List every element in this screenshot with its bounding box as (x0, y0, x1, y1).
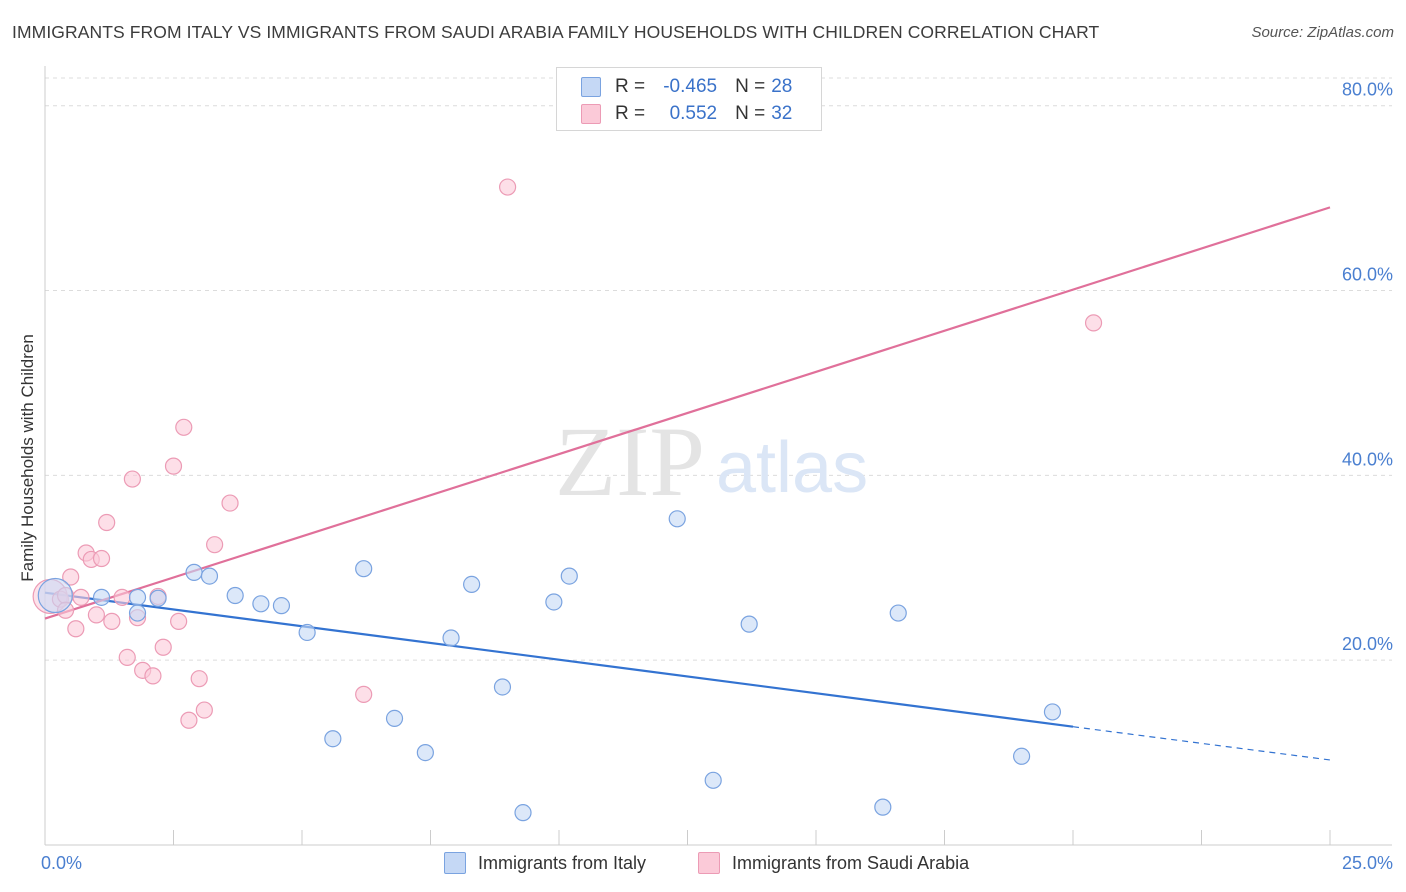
italy-point (200, 567, 219, 585)
source-label: Source: ZipAtlas.com (1251, 24, 1394, 41)
legend-item-saudi: Immigrants from Saudi Arabia (698, 852, 969, 874)
italy-point (514, 804, 532, 822)
italy-trend-extension (1072, 726, 1331, 761)
italy-point (149, 589, 167, 607)
n-label: N = (735, 76, 766, 97)
saudi-point (123, 470, 141, 488)
axes (44, 66, 1392, 846)
n-value: 32 (771, 103, 793, 124)
italy-point (185, 563, 203, 581)
legend-row-saudi: R = 0.552 N = 32 (581, 101, 792, 127)
chart-title: IMMIGRANTS FROM ITALY VS IMMIGRANTS FROM… (12, 22, 1100, 42)
x-tick-label-max: 25.0% (1342, 853, 1393, 873)
italy-point (37, 577, 73, 614)
x-tick-label-min: 0.0% (41, 853, 82, 873)
saudi-point (92, 549, 111, 568)
saudi-point (175, 418, 193, 436)
saudi-point (355, 685, 373, 703)
saudi-point (1084, 314, 1103, 332)
italy-point (324, 730, 342, 748)
legend-row-italy: R = -0.465 N = 28 (581, 74, 792, 100)
italy-swatch (581, 77, 601, 97)
italy-point (252, 595, 270, 613)
watermark: ZIP atlas (555, 406, 868, 517)
y-tick-label: 20.0% (1342, 634, 1393, 654)
saudi-point (87, 606, 106, 624)
italy-legend-swatch (444, 852, 466, 874)
italy-point (1012, 747, 1031, 765)
italy-point (545, 593, 563, 611)
saudi-point (67, 620, 85, 638)
axis-labels: 20.0% 40.0% 60.0% 80.0% 0.0% 25.0% Family Hous… (18, 80, 1393, 873)
watermark-atlas: atlas (716, 428, 868, 508)
italy-point (463, 575, 481, 594)
italy-point (226, 586, 244, 605)
italy-point (355, 560, 373, 578)
saudi-point (62, 568, 80, 586)
legend-item-italy: Immigrants from Italy (444, 852, 646, 874)
r-value: 0.552 (669, 103, 718, 124)
saudi-point (103, 612, 121, 630)
r-label: R = (615, 76, 646, 97)
y-tick-label: 60.0% (1342, 265, 1393, 285)
italy-point (385, 709, 404, 727)
y-tick-label: 80.0% (1342, 80, 1393, 100)
italy-point (493, 678, 512, 696)
saudi-point (221, 494, 239, 512)
saudi-trend-line (44, 206, 1331, 620)
saudi-legend-swatch (698, 852, 720, 874)
n-label: N = (735, 103, 766, 124)
saudi-point (170, 612, 188, 630)
y-tick-label: 40.0% (1342, 449, 1393, 469)
italy-point (272, 597, 291, 615)
saudi-point (118, 648, 136, 667)
watermark-zip: ZIP (555, 406, 705, 517)
saudi-point (72, 588, 90, 606)
italy-point (740, 615, 758, 633)
italy-point (416, 743, 434, 762)
trend-lines (44, 206, 1331, 761)
saudi-point (98, 513, 116, 532)
italy-point (128, 604, 147, 622)
italy-point (442, 629, 460, 647)
saudi-swatch (581, 104, 601, 124)
saudi-point (164, 457, 183, 475)
saudi-point (206, 536, 224, 554)
saudi-point (154, 638, 172, 656)
italy-point (560, 567, 578, 585)
italy-point (298, 623, 316, 642)
italy-point (874, 798, 892, 816)
italy-point (889, 604, 907, 622)
saudi-point (113, 588, 131, 606)
italy-point (668, 510, 686, 528)
italy-point (92, 588, 111, 606)
data-points (32, 178, 1103, 822)
saudi-point (144, 667, 162, 685)
italy-trend-line (44, 591, 1074, 728)
saudi-legend-label: Immigrants from Saudi Arabia (732, 852, 970, 873)
saudi-point (195, 701, 213, 719)
saudi-point (190, 670, 208, 688)
italy-legend-label: Immigrants from Italy (478, 852, 647, 873)
saudi-point (499, 178, 517, 196)
series-legend: Immigrants from Italy Immigrants from Sa… (0, 852, 1406, 878)
r-label: R = (615, 103, 646, 124)
italy-point (128, 588, 147, 606)
n-value: 28 (771, 76, 793, 97)
gridlines (45, 77, 1392, 661)
saudi-point (180, 711, 198, 729)
italy-point (1043, 703, 1062, 721)
r-value: -0.465 (663, 76, 718, 97)
italy-point (704, 771, 722, 789)
y-axis-label: Family Households with Children (18, 334, 37, 582)
correlation-legend: R = -0.465 N = 28 R = 0.552 N = 32 (556, 67, 822, 131)
